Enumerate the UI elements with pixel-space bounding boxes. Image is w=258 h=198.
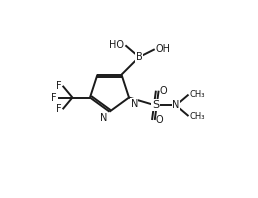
Text: N: N <box>131 98 138 109</box>
Text: O: O <box>160 86 167 96</box>
Text: F: F <box>56 81 62 91</box>
Text: B: B <box>136 52 142 62</box>
Text: F: F <box>56 104 62 114</box>
Text: F: F <box>51 92 57 103</box>
Text: CH₃: CH₃ <box>189 112 205 121</box>
Text: O: O <box>156 115 163 125</box>
Text: N: N <box>100 113 108 123</box>
Text: N: N <box>172 100 180 110</box>
Text: OH: OH <box>156 44 171 54</box>
Text: CH₃: CH₃ <box>189 90 205 99</box>
Text: HO: HO <box>109 40 124 50</box>
Text: S: S <box>152 100 159 110</box>
